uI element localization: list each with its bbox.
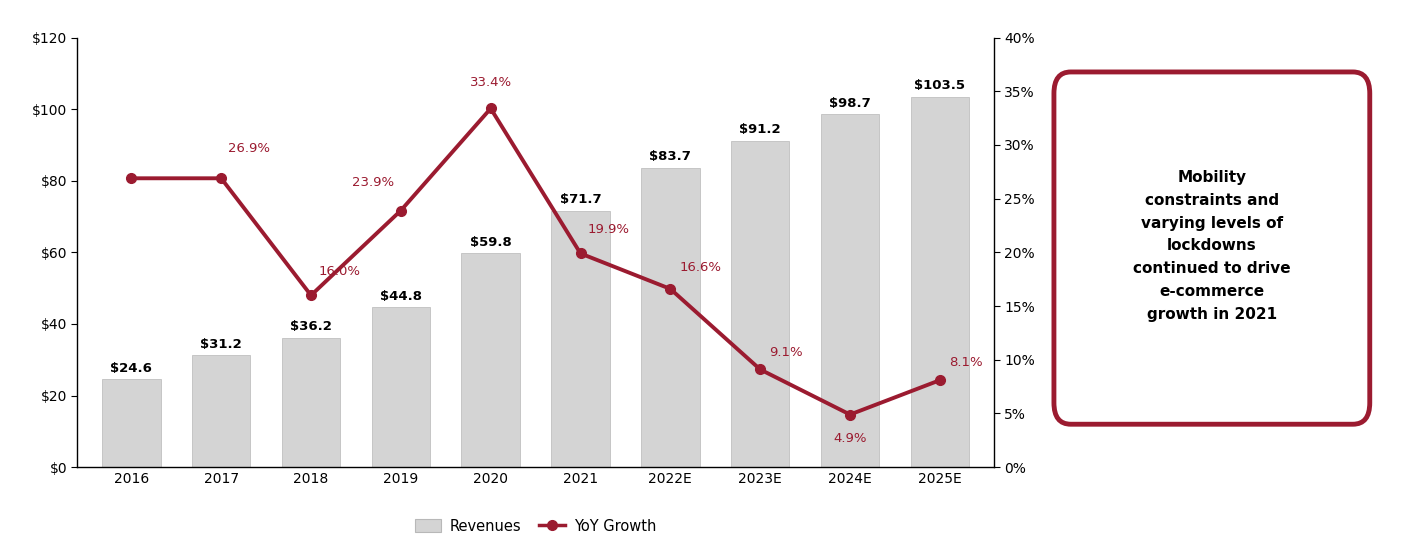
Text: 23.9%: 23.9%	[352, 176, 394, 189]
Bar	[103, 379, 161, 467]
Text: 9.1%: 9.1%	[769, 346, 803, 359]
Text: 8.1%: 8.1%	[949, 357, 983, 369]
Text: $71.7: $71.7	[560, 193, 601, 206]
Text: $103.5: $103.5	[914, 79, 966, 92]
Text: Mobility
constraints and
varying levels of
lockdowns
continued to drive
e-commer: Mobility constraints and varying levels …	[1133, 170, 1291, 322]
Text: $24.6: $24.6	[110, 362, 152, 375]
Text: 16.0%: 16.0%	[318, 265, 360, 278]
Text: 16.6%: 16.6%	[679, 261, 721, 274]
Legend: Revenues, YoY Growth: Revenues, YoY Growth	[408, 513, 662, 537]
Bar	[731, 141, 790, 467]
Text: 26.9%: 26.9%	[228, 142, 270, 155]
Text: $36.2: $36.2	[290, 320, 332, 333]
Bar	[282, 338, 341, 467]
Text: $31.2: $31.2	[200, 338, 242, 351]
Text: 4.9%: 4.9%	[834, 432, 867, 445]
FancyBboxPatch shape	[1055, 72, 1370, 424]
Bar	[641, 168, 700, 467]
Bar	[462, 253, 520, 467]
Bar	[821, 114, 879, 467]
Text: $44.8: $44.8	[380, 289, 422, 302]
Text: $83.7: $83.7	[649, 150, 691, 163]
Text: $91.2: $91.2	[739, 124, 781, 136]
Text: $98.7: $98.7	[829, 97, 872, 110]
Text: $59.8: $59.8	[470, 236, 511, 249]
Bar	[552, 211, 610, 467]
Text: 19.9%: 19.9%	[587, 223, 629, 236]
Bar	[372, 307, 429, 467]
Bar	[191, 355, 251, 467]
Text: 33.4%: 33.4%	[470, 76, 511, 89]
Bar	[911, 97, 969, 467]
